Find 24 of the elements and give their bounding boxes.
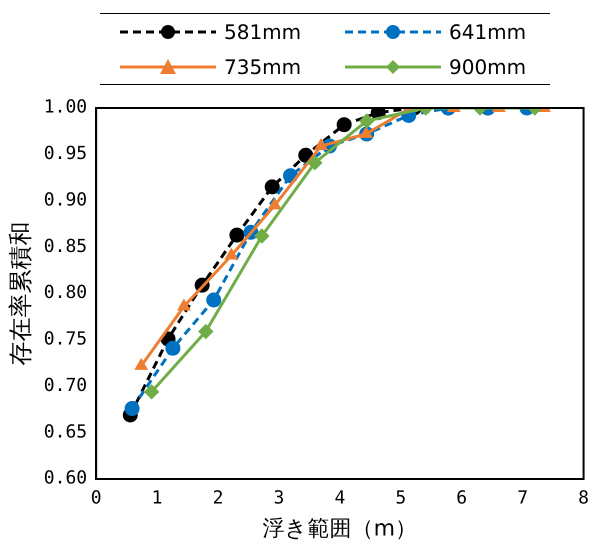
y-tick-label: 1.00: [44, 96, 88, 118]
x-tick-label: 4: [334, 487, 346, 508]
legend-label: 641mm: [449, 20, 526, 44]
y-tick-label: 0.80: [44, 282, 88, 304]
y-tick-label: 0.90: [44, 189, 88, 210]
x-tick-label: 8: [578, 487, 590, 508]
y-tick-label: 0.65: [44, 421, 88, 442]
y-tick-label: 0.95: [44, 143, 88, 164]
legend-label: 900mm: [449, 54, 526, 78]
y-tick-label: 0.85: [44, 236, 88, 257]
y-tick-label: 0.75: [44, 328, 88, 350]
y-axis-title: 存在率累積和: [6, 222, 35, 366]
x-axis-title: 浮き範囲（m）: [262, 516, 418, 542]
x-tick-label: 3: [274, 487, 284, 508]
x-tick-label: 2: [212, 487, 224, 508]
x-tick-label: 6: [456, 487, 468, 508]
legend-label: 581mm: [224, 20, 302, 44]
y-tick-label: 0.60: [44, 468, 88, 489]
x-tick-label: 0: [90, 487, 102, 508]
y-tick-label: 0.70: [44, 374, 88, 396]
x-tick-label: 7: [517, 487, 528, 508]
x-tick-label: 1: [152, 487, 162, 508]
x-tick-label: 5: [395, 487, 406, 508]
legend-label: 735mm: [224, 54, 302, 78]
